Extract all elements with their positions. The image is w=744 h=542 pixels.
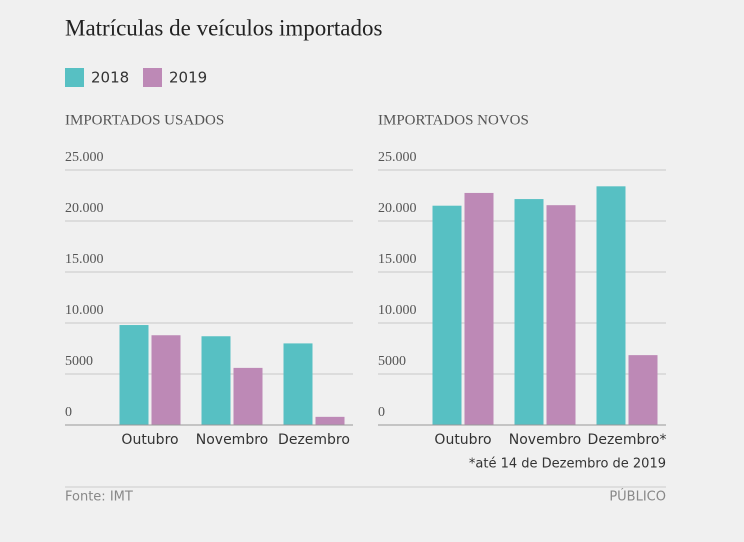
bar [628,355,658,425]
x-tick-label: Novembro [196,432,268,448]
y-tick-label: 5000 [65,354,93,369]
x-tick-label: Dezembro [278,432,350,448]
y-tick-label: 20.000 [378,201,417,216]
legend-swatch [65,68,84,87]
y-tick-label: 0 [65,405,72,420]
x-tick-label: Outubro [434,432,491,448]
bar [283,343,313,425]
y-tick-label: 15.000 [378,252,417,267]
x-tick-label: Outubro [121,432,178,448]
y-tick-label: 5000 [378,354,406,369]
footnote: *até 14 de Dezembro de 2019 [469,457,666,472]
y-tick-label: 0 [378,405,385,420]
source: Fonte: IMT [65,490,133,505]
y-tick-label: 15.000 [65,252,104,267]
bar [546,205,576,425]
brand: PÚBLICO [609,489,666,505]
x-tick-label: Dezembro* [588,432,667,448]
bar [514,199,544,425]
bar [233,367,263,425]
y-tick-label: 25.000 [378,150,417,165]
legend-label: 2018 [91,69,129,87]
legend-swatch [143,68,162,87]
bar [432,205,462,425]
x-tick-label: Novembro [509,432,581,448]
y-tick-label: 10.000 [65,303,104,318]
panel-title: IMPORTADOS USADOS [65,112,224,128]
y-tick-label: 25.000 [65,150,104,165]
bar [119,325,149,425]
bar [201,336,231,425]
bar [151,335,181,425]
bar [596,186,626,425]
chart-title: Matrículas de veículos importados [65,15,383,40]
bar [464,192,494,425]
y-tick-label: 10.000 [378,303,417,318]
bar [315,416,345,425]
legend-label: 2019 [169,69,207,87]
y-tick-label: 20.000 [65,201,104,216]
panel-title: IMPORTADOS NOVOS [378,112,529,128]
